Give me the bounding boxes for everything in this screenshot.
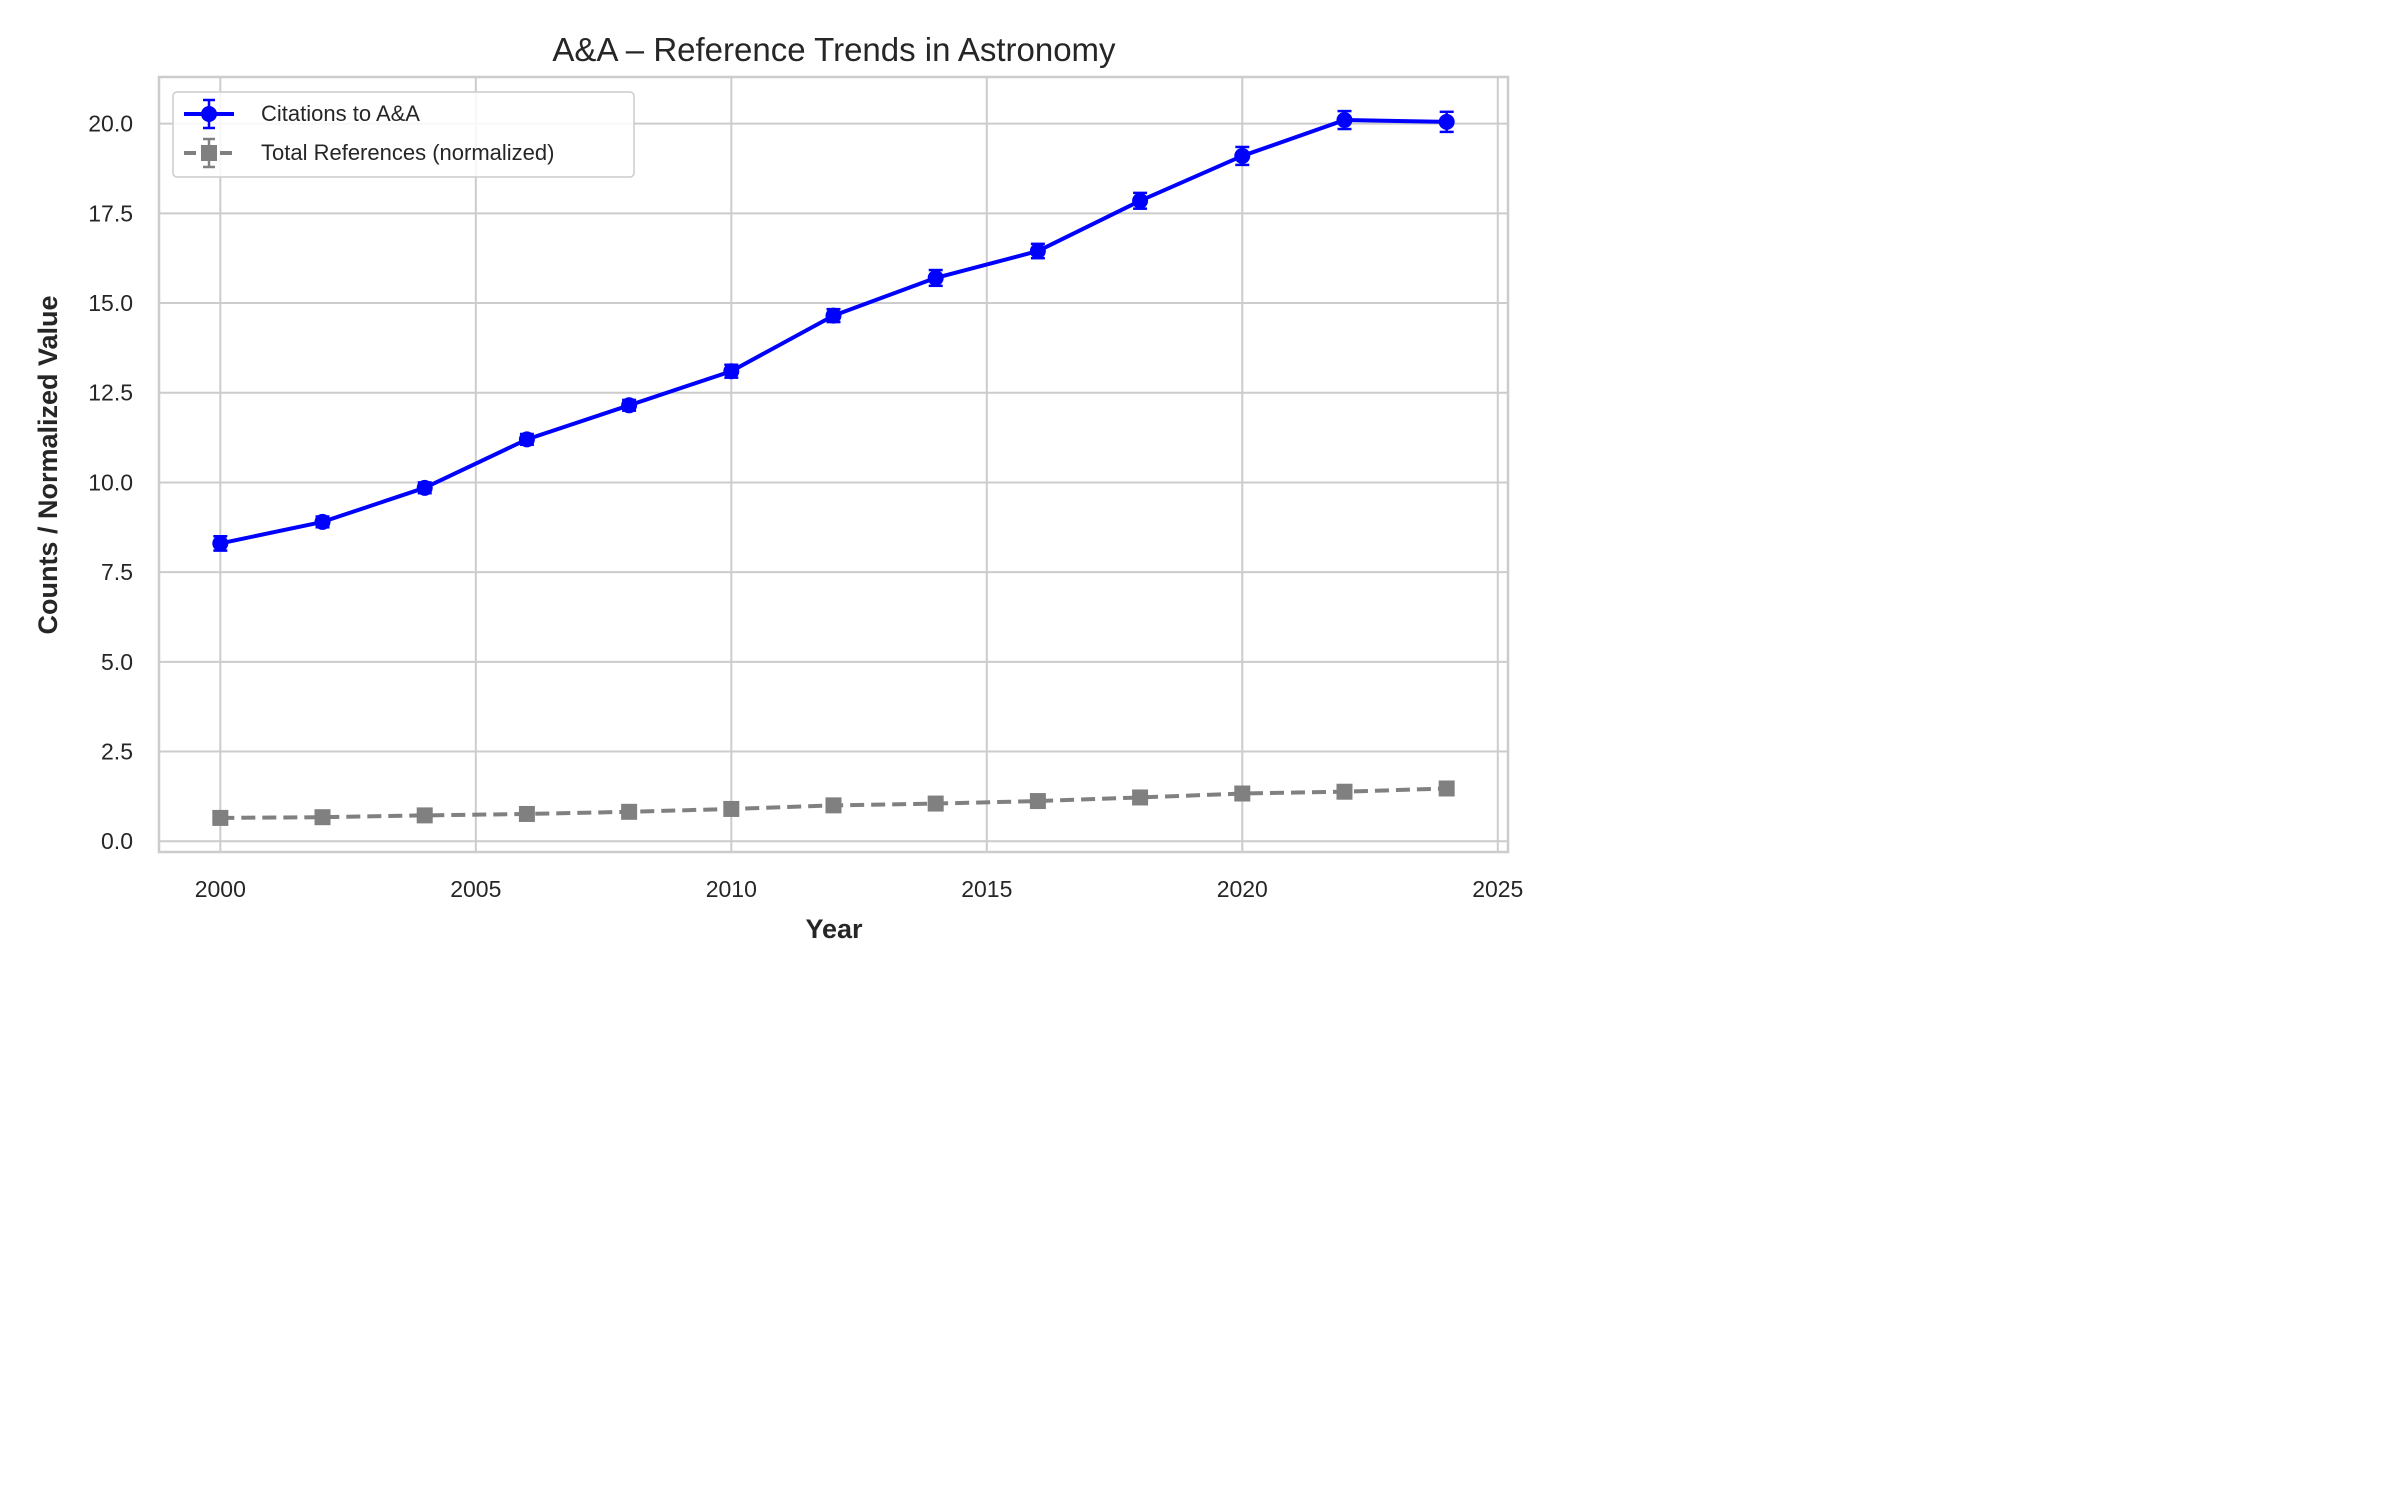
chart-svg: 2000 2005 2010 2015 2020 2025 0.0 2.5 5.0 7.5 10.0… xyxy=(0,0,1564,978)
y-tick-label: 5.0 xyxy=(101,649,133,675)
data-point xyxy=(314,809,331,826)
data-point xyxy=(314,513,331,530)
data-point xyxy=(1234,147,1251,164)
tick-labels: 2000 2005 2010 2015 2020 2025 0.0 2.5 5.0 7.5 10.0… xyxy=(88,111,1523,902)
legend-box xyxy=(172,91,635,178)
chart-title: A&A – Reference Trends in Astronomy xyxy=(552,31,1116,68)
data-point xyxy=(1132,192,1149,209)
data-point xyxy=(1029,243,1046,260)
plot-frame xyxy=(157,75,1510,854)
data-point xyxy=(518,431,535,448)
data-point xyxy=(1029,793,1046,810)
data-point xyxy=(416,479,433,496)
data-point xyxy=(416,807,433,824)
series-1 xyxy=(212,780,1455,826)
data-point xyxy=(621,397,638,414)
data-point xyxy=(825,797,842,814)
y-tick-label: 17.5 xyxy=(88,200,133,226)
x-axis-label: Year xyxy=(805,914,863,944)
data-point xyxy=(1234,785,1251,802)
legend-marker-square-icon xyxy=(201,145,217,161)
y-axis-label: Counts / Normalized Value xyxy=(33,295,63,634)
legend-entry-total-references: Total References (normalized) xyxy=(184,137,554,169)
x-tick-label: 2010 xyxy=(706,876,757,902)
x-tick-label: 2000 xyxy=(195,876,246,902)
y-tick-label: 10.0 xyxy=(88,469,133,495)
data-point xyxy=(927,269,944,286)
data-point xyxy=(621,803,638,820)
chart: 2000 2005 2010 2015 2020 2025 0.0 2.5 5.0 7.5 10.0… xyxy=(0,0,1564,978)
legend-label-citations: Citations to A&A xyxy=(261,101,420,126)
x-tick-label: 2005 xyxy=(450,876,501,902)
data-point xyxy=(723,363,740,380)
y-tick-label: 12.5 xyxy=(88,380,133,406)
x-tick-label: 2020 xyxy=(1217,876,1268,902)
data-point xyxy=(723,800,740,817)
grid xyxy=(159,77,1508,852)
y-tick-label: 15.0 xyxy=(88,290,133,316)
series-layer xyxy=(212,109,1455,826)
y-tick-label: 2.5 xyxy=(101,739,133,765)
data-point xyxy=(1336,783,1353,800)
y-tick-label: 7.5 xyxy=(101,559,133,585)
data-point xyxy=(212,809,229,826)
legend: Citations to A&A Total References (norma… xyxy=(172,91,635,178)
legend-entry-citations: Citations to A&A xyxy=(184,98,420,130)
data-point xyxy=(825,307,842,324)
data-point xyxy=(1132,789,1149,806)
data-point xyxy=(518,805,535,822)
legend-marker-circle-icon xyxy=(201,106,217,122)
data-point xyxy=(927,795,944,812)
x-tick-label: 2025 xyxy=(1472,876,1523,902)
y-tick-label: 20.0 xyxy=(88,111,133,137)
y-tick-label: 0.0 xyxy=(101,828,133,854)
series-0 xyxy=(212,109,1455,552)
x-tick-label: 2015 xyxy=(961,876,1012,902)
legend-label-total-references: Total References (normalized) xyxy=(261,140,554,165)
data-point xyxy=(1438,780,1455,797)
data-point xyxy=(212,535,229,552)
data-point xyxy=(1438,113,1455,130)
data-point xyxy=(1336,112,1353,129)
